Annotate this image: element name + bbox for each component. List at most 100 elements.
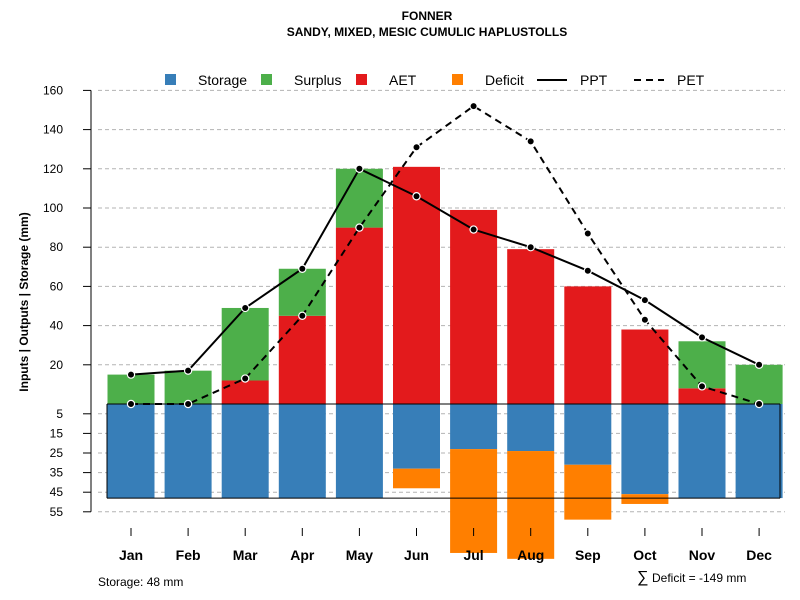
legend-swatch — [452, 74, 463, 85]
bar-surplus — [735, 364, 783, 404]
x-tick-label: Jul — [463, 547, 483, 563]
bar-storage — [278, 404, 326, 499]
bar-deficit — [564, 464, 612, 520]
bar-storage — [221, 404, 269, 499]
chart-subtitle: SANDY, MIXED, MESIC CUMULIC HAPLUSTOLLS — [287, 25, 567, 39]
bar-aet — [564, 286, 612, 404]
bar-storage — [393, 404, 440, 469]
bar-deficit — [507, 451, 555, 559]
point-pet — [640, 315, 650, 324]
bar-surplus — [221, 307, 269, 381]
y-tick-label: 80 — [50, 240, 64, 254]
point-ppt — [526, 242, 535, 252]
point-ppt — [298, 264, 307, 273]
point-ppt — [583, 266, 593, 275]
legend-label: Deficit — [485, 72, 524, 88]
x-tick-label: May — [346, 547, 373, 563]
point-pet — [754, 399, 764, 409]
bar-surplus — [678, 341, 726, 389]
legend-label: PET — [677, 72, 705, 88]
bar-aet — [393, 166, 440, 404]
bar-aet — [507, 249, 555, 404]
bar-aet — [621, 329, 669, 404]
bar-storage — [564, 404, 612, 465]
bar-aet — [450, 209, 498, 404]
bar-deficit — [393, 468, 440, 489]
chart-title: FONNER — [402, 9, 453, 23]
bar-storage — [678, 404, 726, 499]
point-pet — [697, 382, 707, 391]
point-ppt — [469, 225, 478, 234]
y-tick-label: 55 — [50, 505, 64, 519]
bar-surplus — [164, 370, 212, 404]
point-pet — [298, 311, 307, 320]
bar-storage — [450, 404, 498, 450]
x-tick-label: Feb — [176, 547, 201, 563]
y-tick-label: 140 — [43, 123, 63, 137]
line-pet — [131, 104, 760, 405]
point-pet — [355, 223, 364, 232]
bar-aet — [678, 388, 726, 404]
bar-storage — [735, 404, 783, 499]
bar-aet — [335, 227, 383, 404]
x-tick-label: Aug — [517, 547, 544, 563]
line-ppt — [130, 167, 760, 376]
y-tick-label: 100 — [43, 201, 63, 215]
point-ppt — [412, 192, 421, 201]
bar-storage — [107, 404, 155, 499]
deficit-footnote: Deficit = -149 mm — [652, 571, 746, 585]
legend: Storage Surplus AET Deficit PPT PET — [165, 72, 705, 88]
y-tick-label: 25 — [50, 446, 64, 460]
x-tick-label: Jun — [404, 547, 429, 563]
y-tick-label: 160 — [43, 83, 63, 97]
series-lines — [126, 101, 764, 409]
y-tick-label: 45 — [50, 485, 64, 499]
bar-storage — [164, 404, 212, 499]
point-ppt — [754, 360, 764, 369]
bar-deficit — [621, 494, 669, 504]
point-ppt — [697, 333, 707, 342]
bar-surplus — [107, 374, 155, 404]
legend-swatch — [261, 74, 272, 85]
legend-label: AET — [389, 72, 417, 88]
point-ppt — [126, 370, 136, 379]
point-ppt — [183, 366, 193, 375]
legend-swatch — [356, 74, 367, 85]
bar-aet — [278, 315, 326, 404]
grid-lines — [98, 89, 785, 513]
y-tick-label: 20 — [50, 358, 64, 372]
bar-deficit — [450, 449, 498, 553]
point-ppt — [355, 164, 364, 173]
point-pet — [412, 143, 421, 152]
bar-storage — [507, 404, 555, 452]
x-tick-label: Mar — [233, 547, 258, 563]
x-tick-label: Sep — [575, 547, 601, 563]
legend-label: PPT — [580, 72, 608, 88]
point-pet — [469, 101, 478, 111]
x-tick-label: Jan — [119, 547, 143, 563]
legend-swatch — [165, 74, 176, 85]
bars — [106, 166, 783, 559]
point-pet — [526, 137, 535, 146]
y-tick-label: 35 — [50, 466, 64, 480]
bar-storage — [335, 404, 383, 499]
y-tick-label: 60 — [50, 279, 64, 293]
point-ppt — [640, 295, 650, 305]
legend-label: Storage — [198, 72, 247, 88]
y-axis-label: Inputs | Outputs | Storage (mm) — [17, 212, 31, 391]
y-tick-label: 40 — [50, 319, 64, 333]
x-tick-label: Nov — [689, 547, 716, 563]
y-tick-label: 5 — [56, 407, 63, 421]
legend-label: Surplus — [294, 72, 341, 88]
storage-footnote: Storage: 48 mm — [98, 575, 183, 589]
x-tick-label: Oct — [633, 547, 657, 563]
bar-surplus — [278, 268, 326, 316]
bar-aet — [221, 380, 269, 404]
y-tick-label: 15 — [50, 426, 64, 440]
sum-symbol: ∑ — [637, 569, 648, 586]
x-tick-label: Apr — [290, 547, 315, 563]
y-tick-label: 120 — [43, 162, 63, 176]
point-pet — [240, 374, 250, 383]
point-pet — [183, 399, 193, 409]
